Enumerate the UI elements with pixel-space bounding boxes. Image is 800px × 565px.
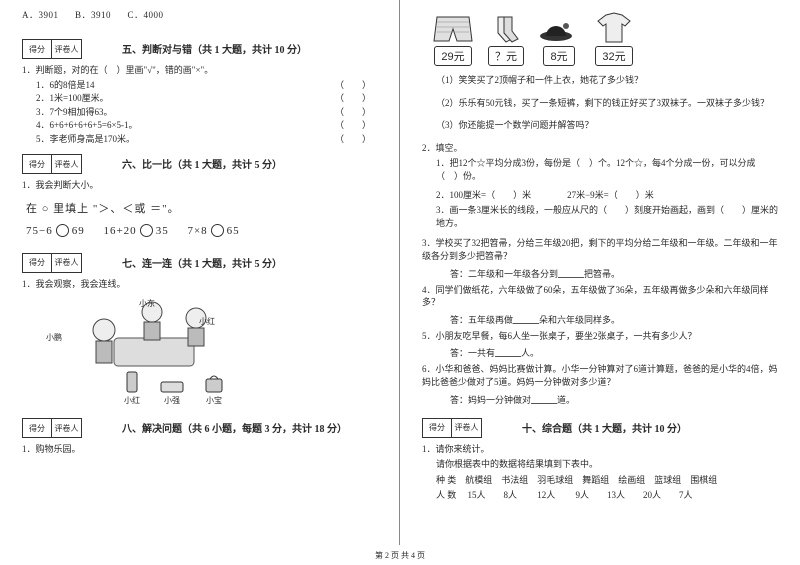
- hat-icon: [538, 20, 580, 44]
- kid-label: 小鹏: [46, 332, 62, 343]
- s3-q: 3．学校买了32把笤帚，分给三年级20把，剩下的平均分给二年级和一年级。二年级和…: [422, 237, 778, 262]
- s4-q: 4．同学们做纸花，六年级做了60朵，五年级做了36朵，五年级再做多少朵和六年级同…: [422, 284, 778, 309]
- sec5-item: 5．李老师身高是170米。（ ）: [36, 133, 377, 147]
- hat-item: 8元: [538, 20, 580, 66]
- s5-ans: 答：一共有人。: [450, 346, 778, 359]
- q3: （3）你还能提一个数学问题并解答吗？: [436, 119, 778, 132]
- sec5-item: 4．6+6+6+6+6+5=6×5-1。（ ）: [36, 119, 377, 133]
- q1: （1）笑笑买了2顶帽子和一件上衣，她花了多少钱？: [436, 74, 778, 87]
- price-tag: 8元: [543, 46, 574, 66]
- sec10-l3: 人 数 15人 8人 12人 9人 13人 20人 7人: [436, 489, 778, 502]
- sec10-l2: 种 类 航模组 书法组 羽毛球组 舞蹈组 绘画组 篮球组 围棋组: [436, 474, 778, 487]
- opt-b: B．3910: [75, 10, 111, 20]
- section-7-header: 得分 评卷人 七、连一连（共 1 大题，共计 5 分）: [22, 245, 377, 275]
- score-box: 得分 评卷人: [22, 154, 82, 174]
- product-row: 29元 ？元 8元 32元: [432, 12, 778, 66]
- object-case: 小强: [160, 379, 184, 406]
- grader-cell[interactable]: 评卷人: [52, 253, 82, 273]
- section-5-header: 得分 评卷人 五、判断对与错（共 1 大题，共计 10 分）: [22, 31, 377, 61]
- opt-c: C．4000: [128, 10, 164, 20]
- price-tag: ？元: [488, 46, 524, 66]
- s2-a: 1．把12个☆平均分成3份，每份是（ ）个。12个☆，每4个分成一份，可以分成（…: [436, 157, 778, 182]
- q2: （2）乐乐有50元钱，买了一条短裤，剩下的钱正好买了3双袜子。一双袜子多少钱？: [436, 97, 778, 110]
- score-box: 得分 评卷人: [22, 418, 82, 438]
- compare-circle[interactable]: [211, 224, 224, 237]
- section-8-header: 得分 评卷人 八、解决问题（共 6 小题，每题 3 分，共计 18 分）: [22, 410, 377, 440]
- shirt-item: 32元: [594, 12, 634, 66]
- grader-cell[interactable]: 评卷人: [52, 418, 82, 438]
- section-10-header: 得分 评卷人 十、综合题（共 1 大题，共计 10 分）: [422, 410, 778, 440]
- s5-q: 5．小朋友吃早餐，每6人坐一张桌子，要坐2张桌子，一共有多少人？: [422, 330, 778, 343]
- s2-b: 2．100厘米=（ ）米 27米−9米=（ ）米: [436, 189, 778, 202]
- mc-options: A．3901 B．3910 C．4000: [22, 8, 377, 21]
- shorts-item: 29元: [432, 14, 474, 66]
- kid-label: 小东: [139, 298, 155, 309]
- section-8-title: 八、解决问题（共 6 小题，每题 3 分，共计 18 分）: [122, 420, 347, 440]
- section-5-title: 五、判断对与错（共 1 大题，共计 10 分）: [122, 41, 307, 61]
- shirt-icon: [594, 12, 634, 44]
- sec10-stem: 1．请你来统计。: [422, 443, 778, 456]
- sec10-l1: 请你根据表中的数据将结果填到下表中。: [436, 458, 778, 471]
- score-cell[interactable]: 得分: [422, 418, 452, 438]
- sec6-stem: 1．我会判断大小。: [22, 179, 377, 192]
- blank[interactable]: [558, 269, 584, 278]
- compare-circle[interactable]: [56, 224, 69, 237]
- blank[interactable]: [531, 395, 557, 404]
- section-7-title: 七、连一连（共 1 大题，共计 5 分）: [122, 255, 282, 275]
- section-6-title: 六、比一比（共 1 大题，共计 5 分）: [122, 156, 282, 176]
- score-cell[interactable]: 得分: [22, 418, 52, 438]
- grader-cell[interactable]: 评卷人: [452, 418, 482, 438]
- compare-row: 75−669 16+2035 7×865: [26, 224, 373, 237]
- section-10-title: 十、综合题（共 1 大题，共计 10 分）: [522, 420, 687, 440]
- compare-circle[interactable]: [140, 224, 153, 237]
- shorts-icon: [432, 14, 474, 44]
- score-box: 得分 评卷人: [22, 253, 82, 273]
- s6-ans: 答：妈妈一分钟做对道。: [450, 393, 778, 406]
- score-box: 得分 评卷人: [422, 418, 482, 438]
- price-tag: 32元: [595, 46, 632, 66]
- grader-cell[interactable]: 评卷人: [52, 154, 82, 174]
- blank[interactable]: [513, 315, 539, 324]
- socks-icon: [490, 14, 522, 44]
- sec5-item: 1．6的8倍是14（ ）: [36, 79, 377, 93]
- sec8-stem: 1．购物乐园。: [22, 443, 377, 456]
- section-6-header: 得分 评卷人 六、比一比（共 1 大题，共计 5 分）: [22, 146, 377, 176]
- connect-figure: 小鹏 小东 小红 小红 小强 小宝: [34, 296, 377, 406]
- score-cell[interactable]: 得分: [22, 154, 52, 174]
- page-footer: 第 2 页 共 4 页: [0, 550, 800, 561]
- sec5-item: 2．1米=100厘米。（ ）: [36, 92, 377, 106]
- sec5-stem: 1．判断题，对的在（ ）里画"√"，错的画"×"。: [22, 64, 377, 77]
- score-box: 得分 评卷人: [22, 39, 82, 59]
- score-cell[interactable]: 得分: [22, 39, 52, 59]
- s2-c: 3．画一条3厘米长的线段，一般应从尺的（ ）刻度开始画起，画到（ ）厘米的地方。: [436, 204, 778, 229]
- grader-cell[interactable]: 评卷人: [52, 39, 82, 59]
- object-bag: 小宝: [204, 373, 224, 406]
- sec5-item: 3．7个9相加得63。（ ）: [36, 106, 377, 120]
- kid-label: 小红: [199, 316, 215, 327]
- socks-item: ？元: [488, 14, 524, 66]
- s2-head: 2．填空。: [422, 142, 778, 155]
- sec7-stem: 1．我会观察，我会连线。: [22, 278, 377, 291]
- opt-a: A．3901: [22, 10, 59, 20]
- object-phone: 小红: [124, 371, 140, 406]
- score-cell[interactable]: 得分: [22, 253, 52, 273]
- price-tag: 29元: [434, 46, 471, 66]
- blank[interactable]: [495, 348, 521, 357]
- s6-q: 6．小华和爸爸、妈妈比赛做计算。小华一分钟算对了6道计算题，爸爸的是小华的4倍，…: [422, 363, 778, 388]
- sec6-instr: 在 ○ 里填上 "＞、＜或 ＝"。: [26, 200, 373, 216]
- s3-ans: 答：二年级和一年级各分到把笤帚。: [450, 267, 778, 280]
- s4-ans: 答：五年级再做朵和六年级同样多。: [450, 313, 778, 326]
